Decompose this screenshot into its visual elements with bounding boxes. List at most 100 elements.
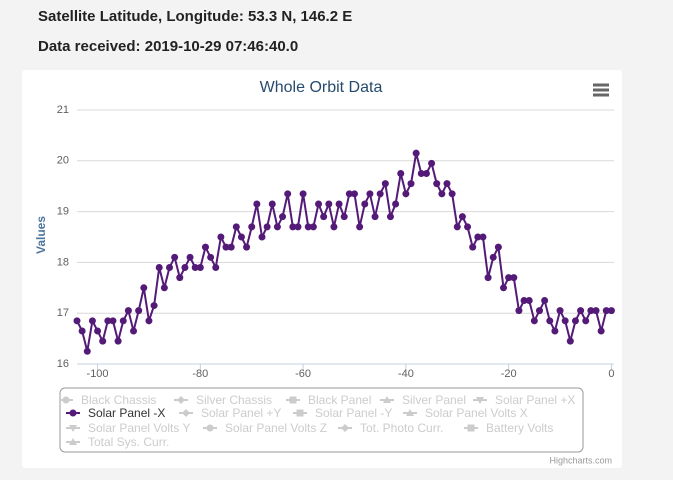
data-point bbox=[232, 223, 240, 231]
legend-item[interactable]: Solar Panel Volts Y bbox=[66, 421, 191, 435]
legend-label: Silver Chassis bbox=[196, 393, 272, 407]
legend-item[interactable]: Black Panel bbox=[286, 393, 371, 407]
data-point bbox=[104, 317, 112, 325]
legend-symbol bbox=[206, 424, 214, 432]
data-point bbox=[371, 213, 379, 221]
y-tick-label: 16 bbox=[57, 358, 69, 370]
legend-symbol bbox=[476, 397, 484, 404]
legend-label: Silver Panel bbox=[402, 393, 466, 407]
legend-item[interactable]: Battery Volts bbox=[464, 421, 553, 435]
data-point bbox=[73, 317, 81, 325]
data-point bbox=[458, 213, 466, 221]
y-axis-label: Values bbox=[34, 216, 48, 254]
data-point bbox=[330, 223, 338, 231]
legend-item[interactable]: Total Sys. Curr. bbox=[66, 435, 169, 449]
legend-item[interactable]: Solar Panel Volts Z bbox=[203, 421, 327, 435]
legend-label: Solar Panel +Y bbox=[201, 406, 281, 420]
data-point bbox=[119, 317, 127, 325]
data-point bbox=[356, 223, 364, 231]
data-point bbox=[535, 307, 543, 315]
data-point bbox=[392, 200, 400, 208]
data-point bbox=[520, 297, 528, 304]
location-text: Satellite Latitude, Longitude: 53.3 N, 1… bbox=[38, 8, 353, 25]
data-point bbox=[160, 284, 168, 292]
data-point bbox=[83, 347, 91, 355]
data-point bbox=[124, 307, 132, 315]
y-tick-label: 17 bbox=[57, 307, 69, 319]
data-point bbox=[88, 317, 96, 325]
data-point bbox=[345, 190, 353, 198]
x-tick-label: -80 bbox=[192, 368, 208, 380]
data-point bbox=[412, 149, 420, 157]
legend-item[interactable]: Solar Panel -Y bbox=[293, 406, 392, 420]
legend-label: Battery Volts bbox=[486, 421, 553, 435]
data-point bbox=[505, 274, 513, 282]
legend-label: Black Panel bbox=[308, 393, 371, 407]
legend-item[interactable]: Black Chassis bbox=[59, 393, 156, 407]
legend-label: Solar Panel -X bbox=[88, 406, 165, 420]
x-tick-label: -60 bbox=[295, 368, 311, 380]
data-point bbox=[273, 223, 281, 231]
legend-label: Solar Panel +X bbox=[495, 393, 575, 407]
data-point bbox=[438, 190, 446, 198]
legend-item[interactable]: Solar Panel -X bbox=[66, 406, 165, 420]
legend-symbol bbox=[182, 409, 190, 417]
chart-title: Whole Orbit Data bbox=[260, 79, 383, 96]
data-point bbox=[243, 243, 251, 251]
data-point bbox=[227, 243, 235, 251]
data-point bbox=[130, 327, 138, 335]
legend-symbol bbox=[177, 396, 185, 404]
data-point bbox=[402, 190, 410, 198]
data-point bbox=[561, 317, 569, 325]
legend-item[interactable]: Silver Chassis bbox=[174, 393, 272, 407]
data-point bbox=[546, 317, 554, 325]
legend-item[interactable]: Silver Panel bbox=[380, 393, 466, 407]
data-point bbox=[284, 190, 292, 198]
data-point bbox=[448, 190, 456, 198]
data-point bbox=[279, 213, 287, 221]
y-tick-label: 20 bbox=[57, 155, 69, 167]
legend-label: Tot. Photo Curr. bbox=[360, 421, 443, 435]
data-point bbox=[196, 263, 204, 271]
data-point bbox=[109, 317, 117, 325]
legend-item[interactable]: Solar Panel +Y bbox=[179, 406, 281, 420]
data-point bbox=[597, 327, 605, 335]
data-point bbox=[556, 307, 564, 315]
legend-label: Total Sys. Curr. bbox=[88, 435, 169, 449]
legend-item[interactable]: Tot. Photo Curr. bbox=[338, 421, 443, 435]
data-point bbox=[494, 243, 502, 251]
data-point bbox=[571, 317, 579, 325]
data-point bbox=[577, 307, 585, 315]
data-point bbox=[443, 180, 451, 188]
data-point bbox=[350, 190, 358, 198]
y-tick-label: 19 bbox=[57, 206, 69, 218]
data-point bbox=[428, 159, 436, 167]
data-point bbox=[479, 233, 487, 241]
data-point bbox=[587, 307, 595, 315]
data-point bbox=[422, 170, 430, 177]
data-point bbox=[99, 337, 107, 345]
data-point bbox=[212, 263, 220, 271]
data-point bbox=[309, 223, 317, 231]
y-tick-label: 18 bbox=[57, 256, 69, 268]
legend-symbol bbox=[406, 409, 414, 416]
credits[interactable]: Highcharts.com bbox=[549, 455, 612, 465]
received-text: Data received: 2019-10-29 07:46:40.0 bbox=[38, 38, 299, 55]
legend-symbol bbox=[69, 409, 77, 417]
data-point bbox=[186, 253, 194, 261]
x-tick-label: -20 bbox=[501, 368, 517, 380]
data-point bbox=[320, 213, 328, 221]
data-point bbox=[453, 223, 461, 231]
legend-item[interactable]: Solar Panel Volts X bbox=[403, 406, 528, 420]
legend-item[interactable]: Solar Panel +X bbox=[473, 393, 575, 407]
data-point bbox=[258, 233, 266, 241]
legend-label: Solar Panel -Y bbox=[315, 406, 392, 420]
data-point bbox=[566, 337, 574, 345]
data-point bbox=[464, 223, 472, 231]
y-tick-label: 21 bbox=[57, 104, 69, 116]
menu-button[interactable] bbox=[593, 83, 609, 97]
legend-label: Black Chassis bbox=[81, 393, 156, 407]
data-point bbox=[135, 307, 143, 315]
